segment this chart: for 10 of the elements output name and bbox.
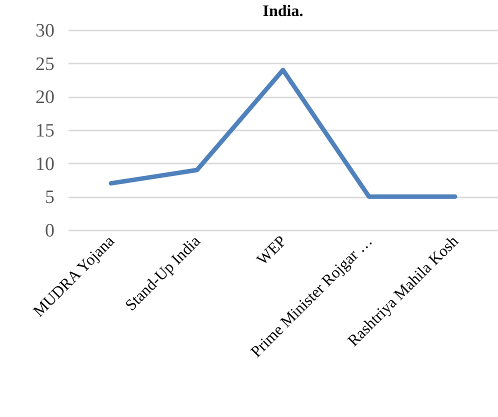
y-tick-label: 20: [36, 87, 54, 108]
y-tick-label: 5: [45, 187, 54, 208]
y-tick-label: 25: [36, 54, 54, 75]
y-tick-label: 15: [36, 120, 54, 142]
y-tick-label: 30: [36, 20, 54, 42]
chart-title: India.: [262, 3, 304, 20]
y-tick-label: 10: [36, 154, 54, 175]
line-series: [108, 68, 458, 199]
x-tick-label: WEP: [254, 232, 290, 269]
y-tick-label: 0: [45, 220, 54, 242]
